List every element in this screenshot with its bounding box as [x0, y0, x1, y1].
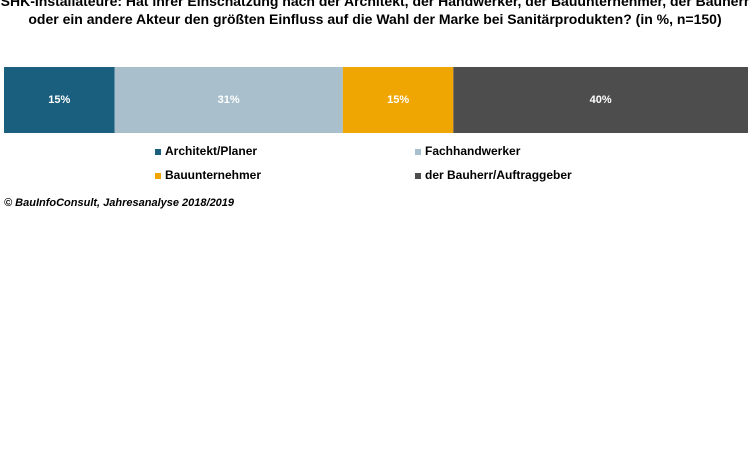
- data-label: 40%: [590, 94, 612, 106]
- bar-segment: [453, 67, 748, 133]
- legend-label: der Bauherr/Auftraggeber: [425, 168, 572, 182]
- source: © BauInfoConsult, Jahresanalyse 2018/201…: [4, 197, 235, 209]
- legend-label: Architekt/Planer: [165, 144, 257, 158]
- legend-marker: [155, 149, 161, 155]
- data-label: 31%: [218, 94, 240, 106]
- chart-title: SHK-Installateure: Hat ihrer Einschätzun…: [0, 0, 750, 27]
- data-label: 15%: [387, 94, 409, 106]
- legend-marker: [415, 173, 421, 179]
- legend-label: Bauunternehmer: [165, 168, 261, 182]
- legend-label: Fachhandwerker: [425, 144, 521, 158]
- bar-segment: [114, 67, 343, 133]
- bar-segment: [342, 67, 454, 133]
- bar-segment: [4, 67, 115, 133]
- legend-marker: [155, 173, 161, 179]
- data-label: 15%: [48, 94, 70, 106]
- legend-marker: [415, 149, 421, 155]
